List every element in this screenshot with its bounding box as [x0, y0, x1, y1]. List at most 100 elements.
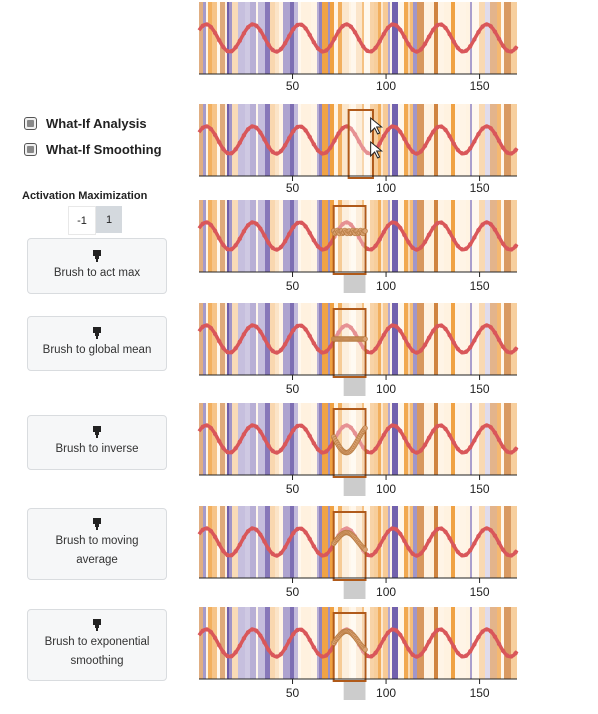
series-point	[492, 634, 498, 639]
heat-stripe	[364, 506, 370, 578]
series-point	[299, 423, 304, 428]
chart-panel-inverse[interactable]: 50 100 150	[197, 403, 519, 499]
heat-stripe	[408, 303, 410, 375]
activation-sign-selector[interactable]: -1 1	[68, 206, 122, 235]
series-point	[484, 124, 489, 129]
heat-stripe	[225, 2, 227, 74]
series-point	[513, 148, 518, 153]
heat-stripe	[250, 104, 256, 176]
chart-panel-global-mean[interactable]: 50 100 150	[197, 303, 519, 399]
series-point	[361, 44, 366, 49]
series-point	[303, 128, 308, 133]
heat-stripe	[301, 506, 304, 578]
series-point	[480, 222, 485, 227]
heat-stripe	[279, 2, 283, 74]
heat-stripe	[374, 2, 378, 74]
series-point	[212, 534, 218, 540]
heat-stripe	[265, 200, 270, 272]
heat-stripe	[398, 403, 404, 475]
series-point	[422, 342, 428, 348]
series-point	[217, 140, 222, 145]
what-if-smoothing-toggle[interactable]: What-If Smoothing	[24, 142, 162, 157]
heat-stripe	[370, 403, 374, 475]
series-point	[439, 526, 444, 531]
heat-stripe	[485, 200, 490, 272]
series-point	[509, 49, 514, 54]
series-point	[451, 644, 456, 649]
series-point	[336, 29, 341, 34]
x-tick-label: 50	[286, 382, 300, 396]
time-series-chart: 50 100 150	[197, 403, 519, 496]
heat-stripe	[301, 2, 304, 74]
series-point	[303, 530, 308, 535]
series-point	[476, 227, 481, 233]
heat-stripe	[504, 506, 511, 578]
heat-stripe	[485, 403, 490, 475]
series-point	[344, 526, 349, 531]
chart-panel-moving-average[interactable]: 50 100 150	[197, 506, 519, 602]
checkbox-icon[interactable]	[24, 117, 37, 130]
series-point	[393, 324, 399, 329]
heat-stripe	[390, 200, 392, 272]
brush-exponential-smoothing-button[interactable]: Brush to exponential smoothing	[27, 609, 167, 681]
series-point	[459, 247, 465, 252]
series-point	[451, 440, 456, 445]
series-point	[258, 329, 263, 334]
heat-stripe	[430, 2, 434, 74]
series-point	[266, 647, 271, 653]
series-point	[426, 34, 432, 39]
heat-stripe	[460, 2, 466, 74]
series-point	[500, 344, 506, 350]
brush-inverse-button[interactable]: Brush to inverse	[27, 415, 167, 470]
heat-stripe	[227, 104, 229, 176]
series-point	[229, 48, 234, 54]
heat-stripe	[417, 607, 424, 679]
series-point	[311, 441, 317, 446]
what-if-analysis-label: What-If Analysis	[46, 116, 147, 131]
heat-stripe	[311, 104, 317, 176]
series-point	[344, 323, 349, 328]
heat-stripe	[245, 403, 250, 475]
series-point	[402, 136, 407, 142]
series-point	[468, 445, 473, 450]
heat-stripe	[392, 506, 398, 578]
series-point	[455, 147, 461, 153]
series-point	[229, 653, 234, 659]
button-label: Brush to inverse	[55, 443, 139, 455]
heat-stripe	[229, 403, 232, 475]
chart-panel-what-if-drag[interactable]: 50 100 150	[197, 104, 519, 198]
series-point	[315, 651, 321, 656]
heat-stripe	[298, 2, 301, 74]
chart-panel-exponential-smoothing[interactable]: 50 100 150	[197, 607, 519, 703]
series-point	[315, 244, 321, 249]
series-point	[315, 347, 321, 352]
x-tick-label: 50	[286, 686, 300, 700]
series-point	[282, 646, 288, 651]
x-tick-label: 50	[286, 279, 300, 293]
chart-panel-act-max[interactable]: 50 100 150	[197, 200, 519, 296]
brush-global-mean-button[interactable]: Brush to global mean	[27, 316, 167, 371]
marker-icon	[93, 426, 101, 438]
series-point	[249, 526, 255, 531]
heat-stripe	[417, 403, 424, 475]
heat-stripe	[290, 104, 294, 176]
series-point	[459, 151, 465, 156]
series-point	[513, 244, 518, 249]
series-point	[472, 438, 477, 443]
series-point	[258, 226, 263, 231]
heat-stripe	[279, 506, 283, 578]
what-if-analysis-toggle[interactable]: What-If Analysis	[24, 116, 147, 131]
brush-moving-average-button[interactable]: Brush to moving average	[27, 508, 167, 580]
heat-stripe	[362, 403, 364, 475]
marker-icon	[93, 249, 101, 262]
series-point	[410, 245, 415, 250]
series-point	[447, 134, 452, 139]
activation-option-negative[interactable]: -1	[68, 206, 96, 235]
activation-option-positive[interactable]: 1	[96, 206, 122, 233]
heat-stripe	[479, 303, 485, 375]
modified-point	[362, 425, 368, 431]
brush-act-max-button[interactable]: Brush to act max	[27, 238, 167, 294]
checkbox-icon[interactable]	[24, 143, 37, 156]
series-point	[249, 22, 255, 27]
chart-panel-original[interactable]: 50 100 150	[197, 2, 519, 100]
